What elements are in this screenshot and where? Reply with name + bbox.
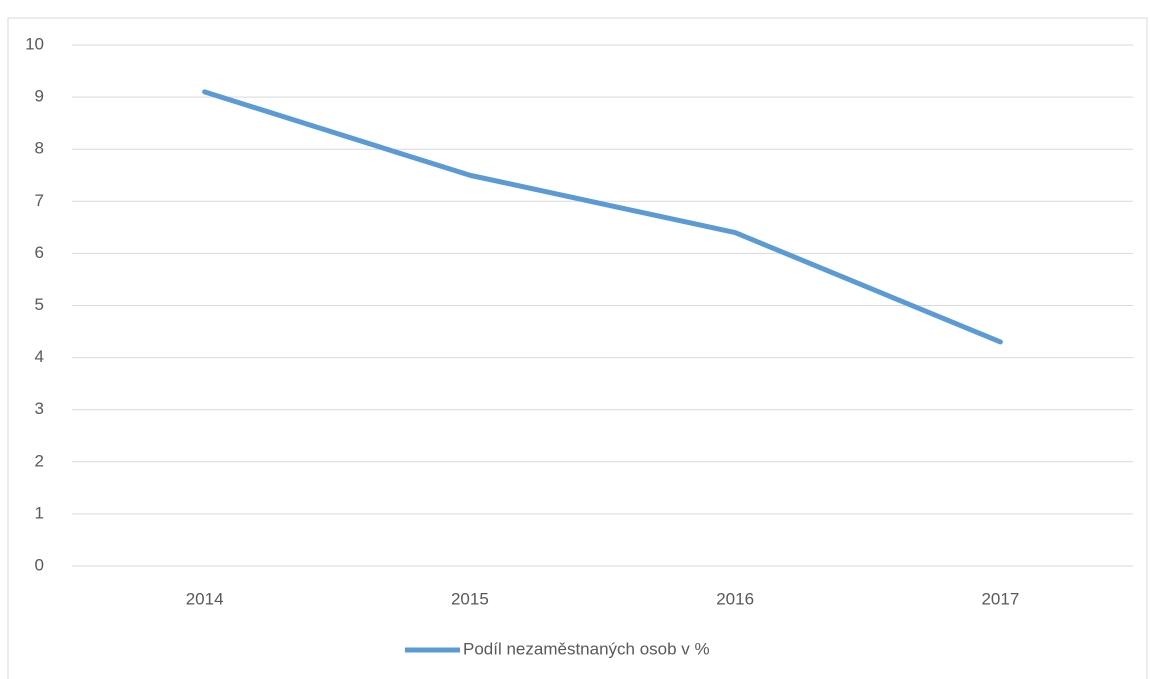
y-tick-label: 8 [35, 139, 44, 158]
y-tick-label: 2 [35, 451, 44, 470]
y-tick-label: 5 [35, 295, 44, 314]
y-tick-label: 1 [35, 503, 44, 522]
chart-border [7, 17, 1148, 679]
y-tick-label: 9 [35, 87, 44, 106]
y-tick-label: 3 [35, 399, 44, 418]
x-tick-label: 2017 [981, 589, 1019, 608]
y-tick-label: 6 [35, 243, 44, 262]
y-tick-label: 4 [35, 347, 44, 366]
x-tick-label: 2014 [186, 589, 224, 608]
x-tick-label: 2016 [716, 589, 754, 608]
y-tick-label: 10 [25, 34, 44, 53]
legend-label: Podíl nezaměstnaných osob v % [463, 639, 710, 658]
data-line [202, 89, 1003, 345]
y-tick-label: 7 [35, 191, 44, 210]
x-tick-label: 2015 [451, 589, 489, 608]
y-tick-label: 0 [35, 555, 44, 574]
